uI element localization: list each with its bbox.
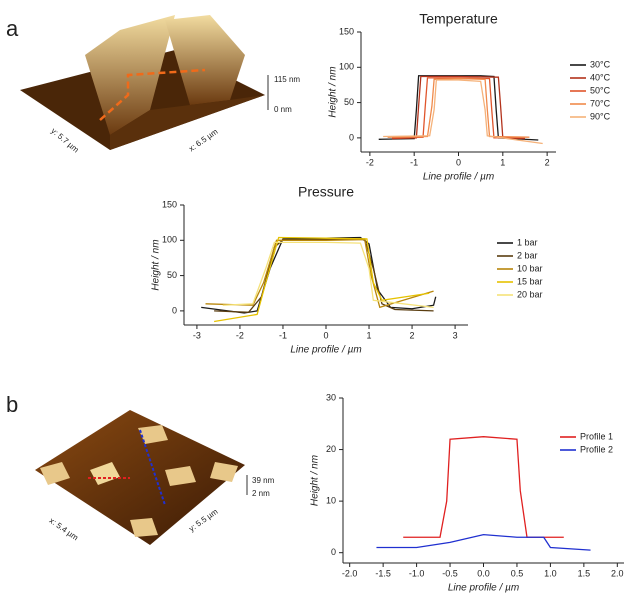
legend-label: 40°C	[590, 72, 611, 82]
legend-label: Profile 2	[580, 444, 613, 454]
x-tick-label: -1	[410, 157, 418, 167]
y-tick-label: 20	[326, 444, 336, 454]
x-tick-label: 0	[323, 330, 328, 340]
x-tick-label: 1.0	[544, 568, 557, 578]
x-tick-label: 2	[410, 330, 415, 340]
y-tick-label: 50	[167, 270, 177, 280]
legend-label: 50°C	[590, 85, 611, 95]
series-line	[392, 78, 525, 138]
x-tick-label: -2	[236, 330, 244, 340]
y-tick-label: 100	[339, 62, 354, 72]
afm-scale-label: 115 nm	[274, 75, 300, 84]
x-tick-label: -1.0	[409, 568, 425, 578]
x-tick-label: -1	[279, 330, 287, 340]
series-line	[403, 437, 564, 538]
legend-label: 70°C	[590, 98, 611, 108]
x-tick-label: 0.5	[511, 568, 524, 578]
y-tick-label: 100	[162, 235, 177, 245]
series-line	[383, 80, 543, 144]
x-tick-label: 1	[500, 157, 505, 167]
panel-label: b	[6, 392, 18, 417]
x-tick-label: -2.0	[342, 568, 358, 578]
series-line	[379, 76, 539, 140]
afm-scale-label: 0 nm	[274, 105, 292, 114]
x-axis-label: Line profile / µm	[448, 583, 519, 594]
x-tick-label: 0.0	[477, 568, 490, 578]
x-axis-label: Line profile / µm	[290, 345, 361, 356]
legend-label: 30°C	[590, 59, 611, 69]
legend-label: 15 bar	[517, 276, 543, 286]
y-axis-label: Height / nm	[151, 239, 162, 290]
legend-label: 90°C	[590, 111, 611, 121]
chart-title: Temperature	[419, 11, 498, 27]
x-axis-label: Line profile / µm	[423, 172, 494, 183]
x-tick-label: 1.5	[578, 568, 591, 578]
y-axis-label: Height / nm	[310, 455, 321, 506]
x-tick-label: 2.0	[611, 568, 624, 578]
series-line	[392, 76, 525, 138]
y-tick-label: 10	[326, 496, 336, 506]
panel-label: a	[6, 16, 19, 41]
x-tick-label: 2	[545, 157, 550, 167]
legend-label: 1 bar	[517, 237, 538, 247]
afm-axis-label: x: 5.4 µm	[48, 516, 81, 543]
afm-scale-label: 2 nm	[252, 489, 270, 498]
afm-scale-label: 39 nm	[252, 476, 275, 485]
legend-label: 2 bar	[517, 250, 538, 260]
chart-title: Pressure	[298, 184, 354, 200]
y-axis-label: Height / nm	[328, 66, 339, 117]
series-line	[388, 79, 530, 138]
legend-label: 20 bar	[517, 289, 543, 299]
y-tick-label: 150	[339, 26, 354, 36]
y-tick-label: 150	[162, 199, 177, 209]
y-tick-label: 0	[331, 547, 336, 557]
afm-axis-label: y: 5.7 µm	[49, 126, 80, 154]
x-tick-label: -1.5	[375, 568, 391, 578]
y-tick-label: 50	[344, 97, 354, 107]
series-line	[214, 237, 429, 321]
y-tick-label: 0	[172, 305, 177, 315]
y-tick-label: 0	[349, 132, 354, 142]
x-tick-label: 1	[367, 330, 372, 340]
x-tick-label: -3	[193, 330, 201, 340]
y-tick-label: 30	[326, 392, 336, 402]
figure: a b y: 5.7 µm x: 6.5 µm 115 nm 0 nm x: 5…	[0, 0, 629, 594]
x-tick-label: -0.5	[442, 568, 458, 578]
afm-axis-label: y: 5.5 µm	[187, 507, 220, 534]
legend-label: Profile 1	[580, 431, 613, 441]
x-tick-label: 0	[456, 157, 461, 167]
afm-axis-label: x: 6.5 µm	[187, 127, 220, 154]
legend-label: 10 bar	[517, 263, 543, 273]
x-tick-label: 3	[453, 330, 458, 340]
x-tick-label: -2	[366, 157, 374, 167]
